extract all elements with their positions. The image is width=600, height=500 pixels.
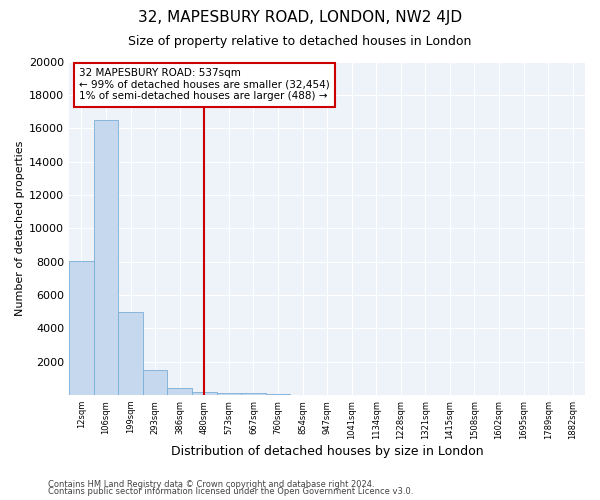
Bar xyxy=(118,312,143,395)
Text: Contains HM Land Registry data © Crown copyright and database right 2024.: Contains HM Land Registry data © Crown c… xyxy=(48,480,374,489)
Bar xyxy=(167,388,192,395)
Text: 32 MAPESBURY ROAD: 537sqm
← 99% of detached houses are smaller (32,454)
1% of se: 32 MAPESBURY ROAD: 537sqm ← 99% of detac… xyxy=(79,68,330,102)
Text: Contains public sector information licensed under the Open Government Licence v3: Contains public sector information licen… xyxy=(48,487,413,496)
Bar xyxy=(192,392,217,395)
X-axis label: Distribution of detached houses by size in London: Distribution of detached houses by size … xyxy=(171,444,484,458)
Bar xyxy=(143,370,167,395)
Bar xyxy=(217,392,241,395)
Bar xyxy=(94,120,118,395)
Text: 32, MAPESBURY ROAD, LONDON, NW2 4JD: 32, MAPESBURY ROAD, LONDON, NW2 4JD xyxy=(138,10,462,25)
Bar xyxy=(266,394,290,395)
Bar xyxy=(241,394,266,395)
Text: Size of property relative to detached houses in London: Size of property relative to detached ho… xyxy=(128,35,472,48)
Bar xyxy=(69,260,94,395)
Y-axis label: Number of detached properties: Number of detached properties xyxy=(15,140,25,316)
